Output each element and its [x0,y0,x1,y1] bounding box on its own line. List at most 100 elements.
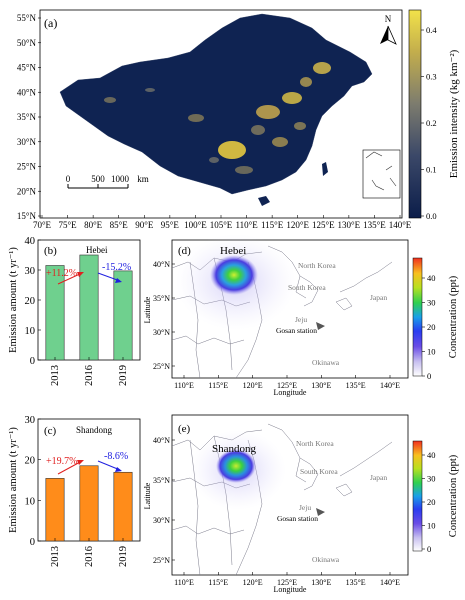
gosan-station-marker-e [316,508,325,516]
panel-e-lon-tick-label: 135°E [346,578,366,587]
panel-a-lon-tick-label: 110°E [235,220,258,230]
scalebar-unit: km [137,174,149,184]
panel-e-ylabel: Latitude [143,482,152,509]
panel-e-place-gosan: Gosan station [277,514,318,523]
panel-d-colorbar-tick-label: 20 [427,322,436,332]
bar-2016 [79,254,99,361]
panel-c-change-1: +19.7% [46,456,77,467]
scale-bar [67,184,129,189]
panel-d-lon-tick-label: 110°E [174,381,194,390]
bar-2019 [113,471,133,542]
emission-colorbar-tick-label: 0.2 [426,118,437,128]
panel-a-lat-tick-label: 30°N [17,137,37,147]
x-tick-label-2019: 2019 [118,546,129,567]
panel-a-lon-tick-label: 75°E [59,220,78,230]
panel-d-colorbar-tick-label: 0 [427,371,431,381]
panel-e-lon-tick-label: 130°E [311,578,331,587]
panel-a-lon-tick-label: 95°E [161,220,180,230]
panel-d-lon-tick-label: 135°E [346,381,366,390]
y-tick-label: 0 [30,356,35,367]
panel-e-colorbar-tick-label: 10 [427,521,436,531]
panel-a-lat-tick-label: 15°N [17,211,37,221]
panel-b-label: (b) [44,245,57,257]
panel-e-lat-tick-label: 30°N [153,516,170,525]
bar-2019 [113,270,133,361]
panel-e-colorbar-tick-label: 30 [427,474,436,484]
panel-a-lon-tick-label: 125°E [312,220,335,230]
y-tick-label: 10 [25,326,36,337]
panel-e-colorbar [412,440,423,552]
gosan-station-marker [316,322,325,330]
panel-d-colorbar-label: Concentration (ppt) [448,275,459,358]
panel-e-place-jeju: Jeju [299,503,311,512]
north-arrow-icon [380,25,397,45]
panel-e-xlabel: Longitude [274,585,307,594]
hainan-island [258,196,270,206]
china-map-shape [59,13,373,195]
emission-colorbar-tick-label: 0.3 [426,72,437,82]
panel-c-ylabel: Emission amount (t yr⁻¹) [8,427,19,533]
panel-a-lon-ticks: 70°E 75°E 80°E 85°E 90°E 95°E 100°E 105°E 110°E 1… [33,215,412,230]
panel-d-ylabel: Latitude [143,296,152,323]
panel-a-lat-tick-label: 20°N [17,186,37,196]
panel-e-lon-tick-label: 110°E [174,578,194,587]
panel-b-change-2: -15.2% [102,262,131,273]
panel-a-lat-tick-label: 25°N [17,162,37,172]
panel-d-colorbar [412,257,423,377]
panel-e-colorbar-tick-label: 0 [427,544,431,554]
y-tick-label: 30 [25,266,36,277]
panel-d-place-japan: Japan [370,293,387,302]
panel-d-lon-ticks: 110°E 115°E 120°E 125°E 130°E 135°E 140°E [174,375,400,390]
panel-e-place-okinawa: Okinawa [312,555,340,564]
panel-c-region: Shandong [76,425,113,435]
panel-d: 40°N 35°N 30°N 25°N 110°E 115°E 120°E 125°E 130… [143,234,459,397]
north-arrow-label: N [385,14,392,24]
x-tick-label-2013: 2013 [50,365,61,386]
panel-a-lat-ticks: 55°N 50°N 45°N 40°N 35°N 30°N 25°N 20°N 15°N [17,13,41,221]
panel-a-lon-tick-label: 120°E [286,220,309,230]
panel-e-colorbar-label: Concentration (ppt) [448,454,459,537]
panel-e-lon-ticks: 110°E 115°E 120°E 125°E 130°E 135°E 140°E [174,572,400,587]
panel-b-bars [45,254,133,361]
panel-d-lat-tick-label: 35°N [153,294,170,303]
panel-b: Emission amount (t yr⁻¹) 0 10 20 30 40 2013 2… [8,236,141,386]
inset-coastline [365,151,397,191]
panel-c-label: (c) [44,425,57,437]
panel-d-lon-tick-label: 125°E [277,381,297,390]
x-tick-label-2016: 2016 [84,546,95,567]
panel-e-place-south-korea: South Korea [300,467,338,476]
scalebar-tick-1000: 1000 [111,174,130,184]
south-china-sea-inset [362,149,401,199]
panel-a-lon-tick-label: 70°E [33,220,52,230]
panel-d-place-gosan: Gosan station [276,326,317,335]
panel-e-place-japan: Japan [370,473,387,482]
panel-d-lon-tick-label: 115°E [208,381,228,390]
x-tick-label-2019: 2019 [118,365,129,386]
emission-colorbar-label: Emission intensity (kg km⁻²) [448,49,460,178]
panel-a-lon-tick-label: 90°E [135,220,154,230]
panel-a-lon-tick-label: 135°E [363,220,386,230]
panel-b-ylabel: Emission amount (t yr⁻¹) [8,247,19,353]
panel-a-lat-tick-label: 35°N [17,112,37,122]
panel-a: N 0 500 1000 km (a) 55°N 50°N 45°N 40°N 35°N… [17,9,460,230]
panel-d-place-jeju: Jeju [295,315,307,324]
panel-a-lon-tick-label: 105°E [210,220,233,230]
panel-d-label: (d) [178,245,191,257]
y-tick-label: 40 [25,236,36,247]
y-tick-label: 20 [25,296,36,307]
bar-2016 [79,465,99,542]
y-tick-label: 20 [25,456,36,467]
panel-c-change-2: -8.6% [104,451,128,462]
emission-colorbar-ticks: 0.0 0.1 0.2 0.3 0.4 [421,25,437,221]
shandong-plume [216,449,256,483]
panel-a-lon-tick-label: 100°E [184,220,207,230]
panel-c-yticks: 0 10 20 30 [25,415,41,548]
panel-c-xticks: 2013 2016 2019 [50,538,129,567]
panel-b-region: Hebei [86,245,108,255]
hebei-plume [210,255,258,295]
panel-e-lon-tick-label: 140°E [380,578,400,587]
x-tick-label-2013: 2013 [50,546,61,567]
panel-c-bars [45,465,133,542]
